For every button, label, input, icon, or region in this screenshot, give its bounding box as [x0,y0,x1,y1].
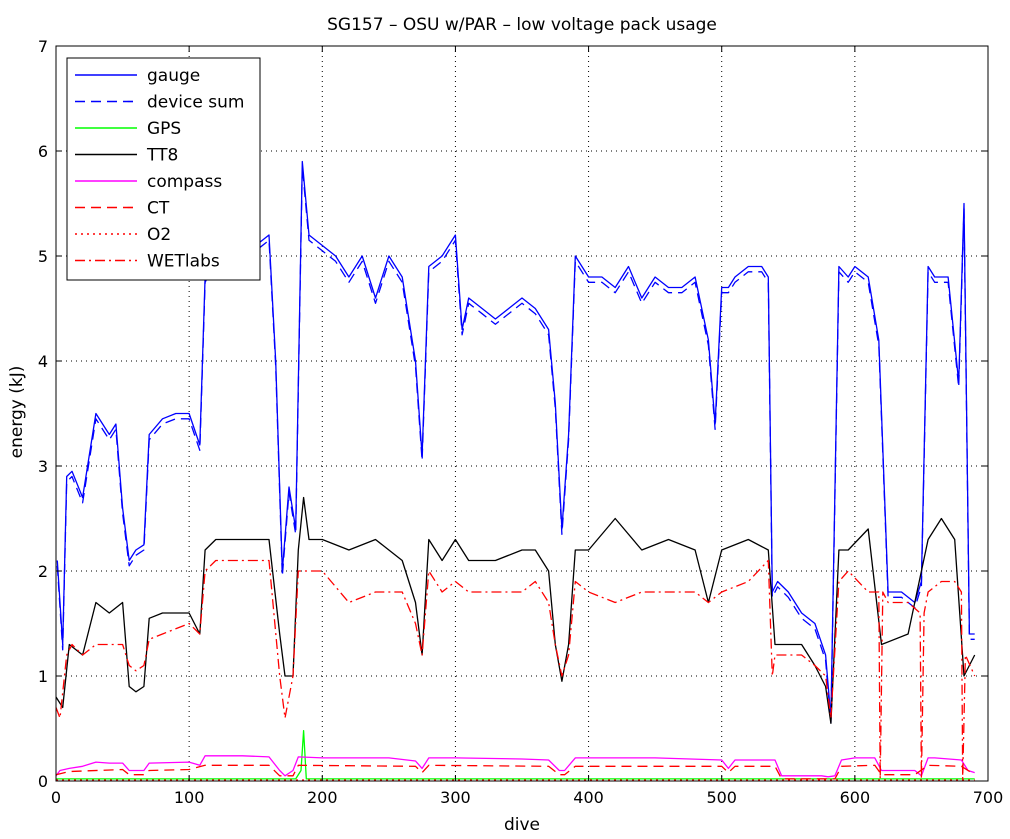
plot-frame [55,45,989,782]
y-tick-label: 5 [38,247,48,266]
series-line-wetlabs [55,559,976,780]
legend-label: device sum [147,93,244,113]
x-tick-label: 700 [973,788,1004,807]
x-axis-label: dive [504,815,540,835]
y-tick-label: 3 [38,457,48,476]
x-tick-label: 600 [840,788,871,807]
x-tick-label: 500 [706,788,737,807]
series-line-compass [55,755,975,778]
x-tick-label: 200 [307,788,338,807]
legend-label: compass [147,172,222,192]
y-tick-label: 6 [38,142,48,161]
y-tick-label: 4 [38,352,48,371]
legend-label: TT8 [146,146,178,166]
y-axis-label: energy (kJ) [7,366,27,459]
data-series [55,160,976,781]
x-tick-label: 400 [573,788,604,807]
x-tick-label: 100 [174,788,205,807]
legend: gauge device sum GPS TT8 compass CT O2 WETlabs [66,57,261,281]
series-line-tt8 [55,496,976,724]
legend-label: WETlabs [147,252,220,272]
series-line-ct [55,764,976,780]
x-tick-label: 300 [440,788,471,807]
legend-label: GPS [147,119,181,139]
legend-label: O2 [147,225,171,245]
chart-title: SG157 – OSU w/PAR – low voltage pack usa… [327,15,717,35]
y-tick-label: 7 [38,37,48,56]
x-tick-label: 0 [51,788,61,807]
axis-ticks: 0 100 200 300 400 500 600 700 0 1 2 3 4 5 6 7 [38,37,1003,807]
legend-box [66,57,261,281]
series-line-device-sum [56,166,975,724]
y-tick-label: 0 [38,772,48,791]
legend-label: gauge [147,66,200,86]
legend-label: CT [147,199,170,219]
y-tick-label: 2 [38,562,48,581]
y-tick-label: 1 [38,667,48,686]
